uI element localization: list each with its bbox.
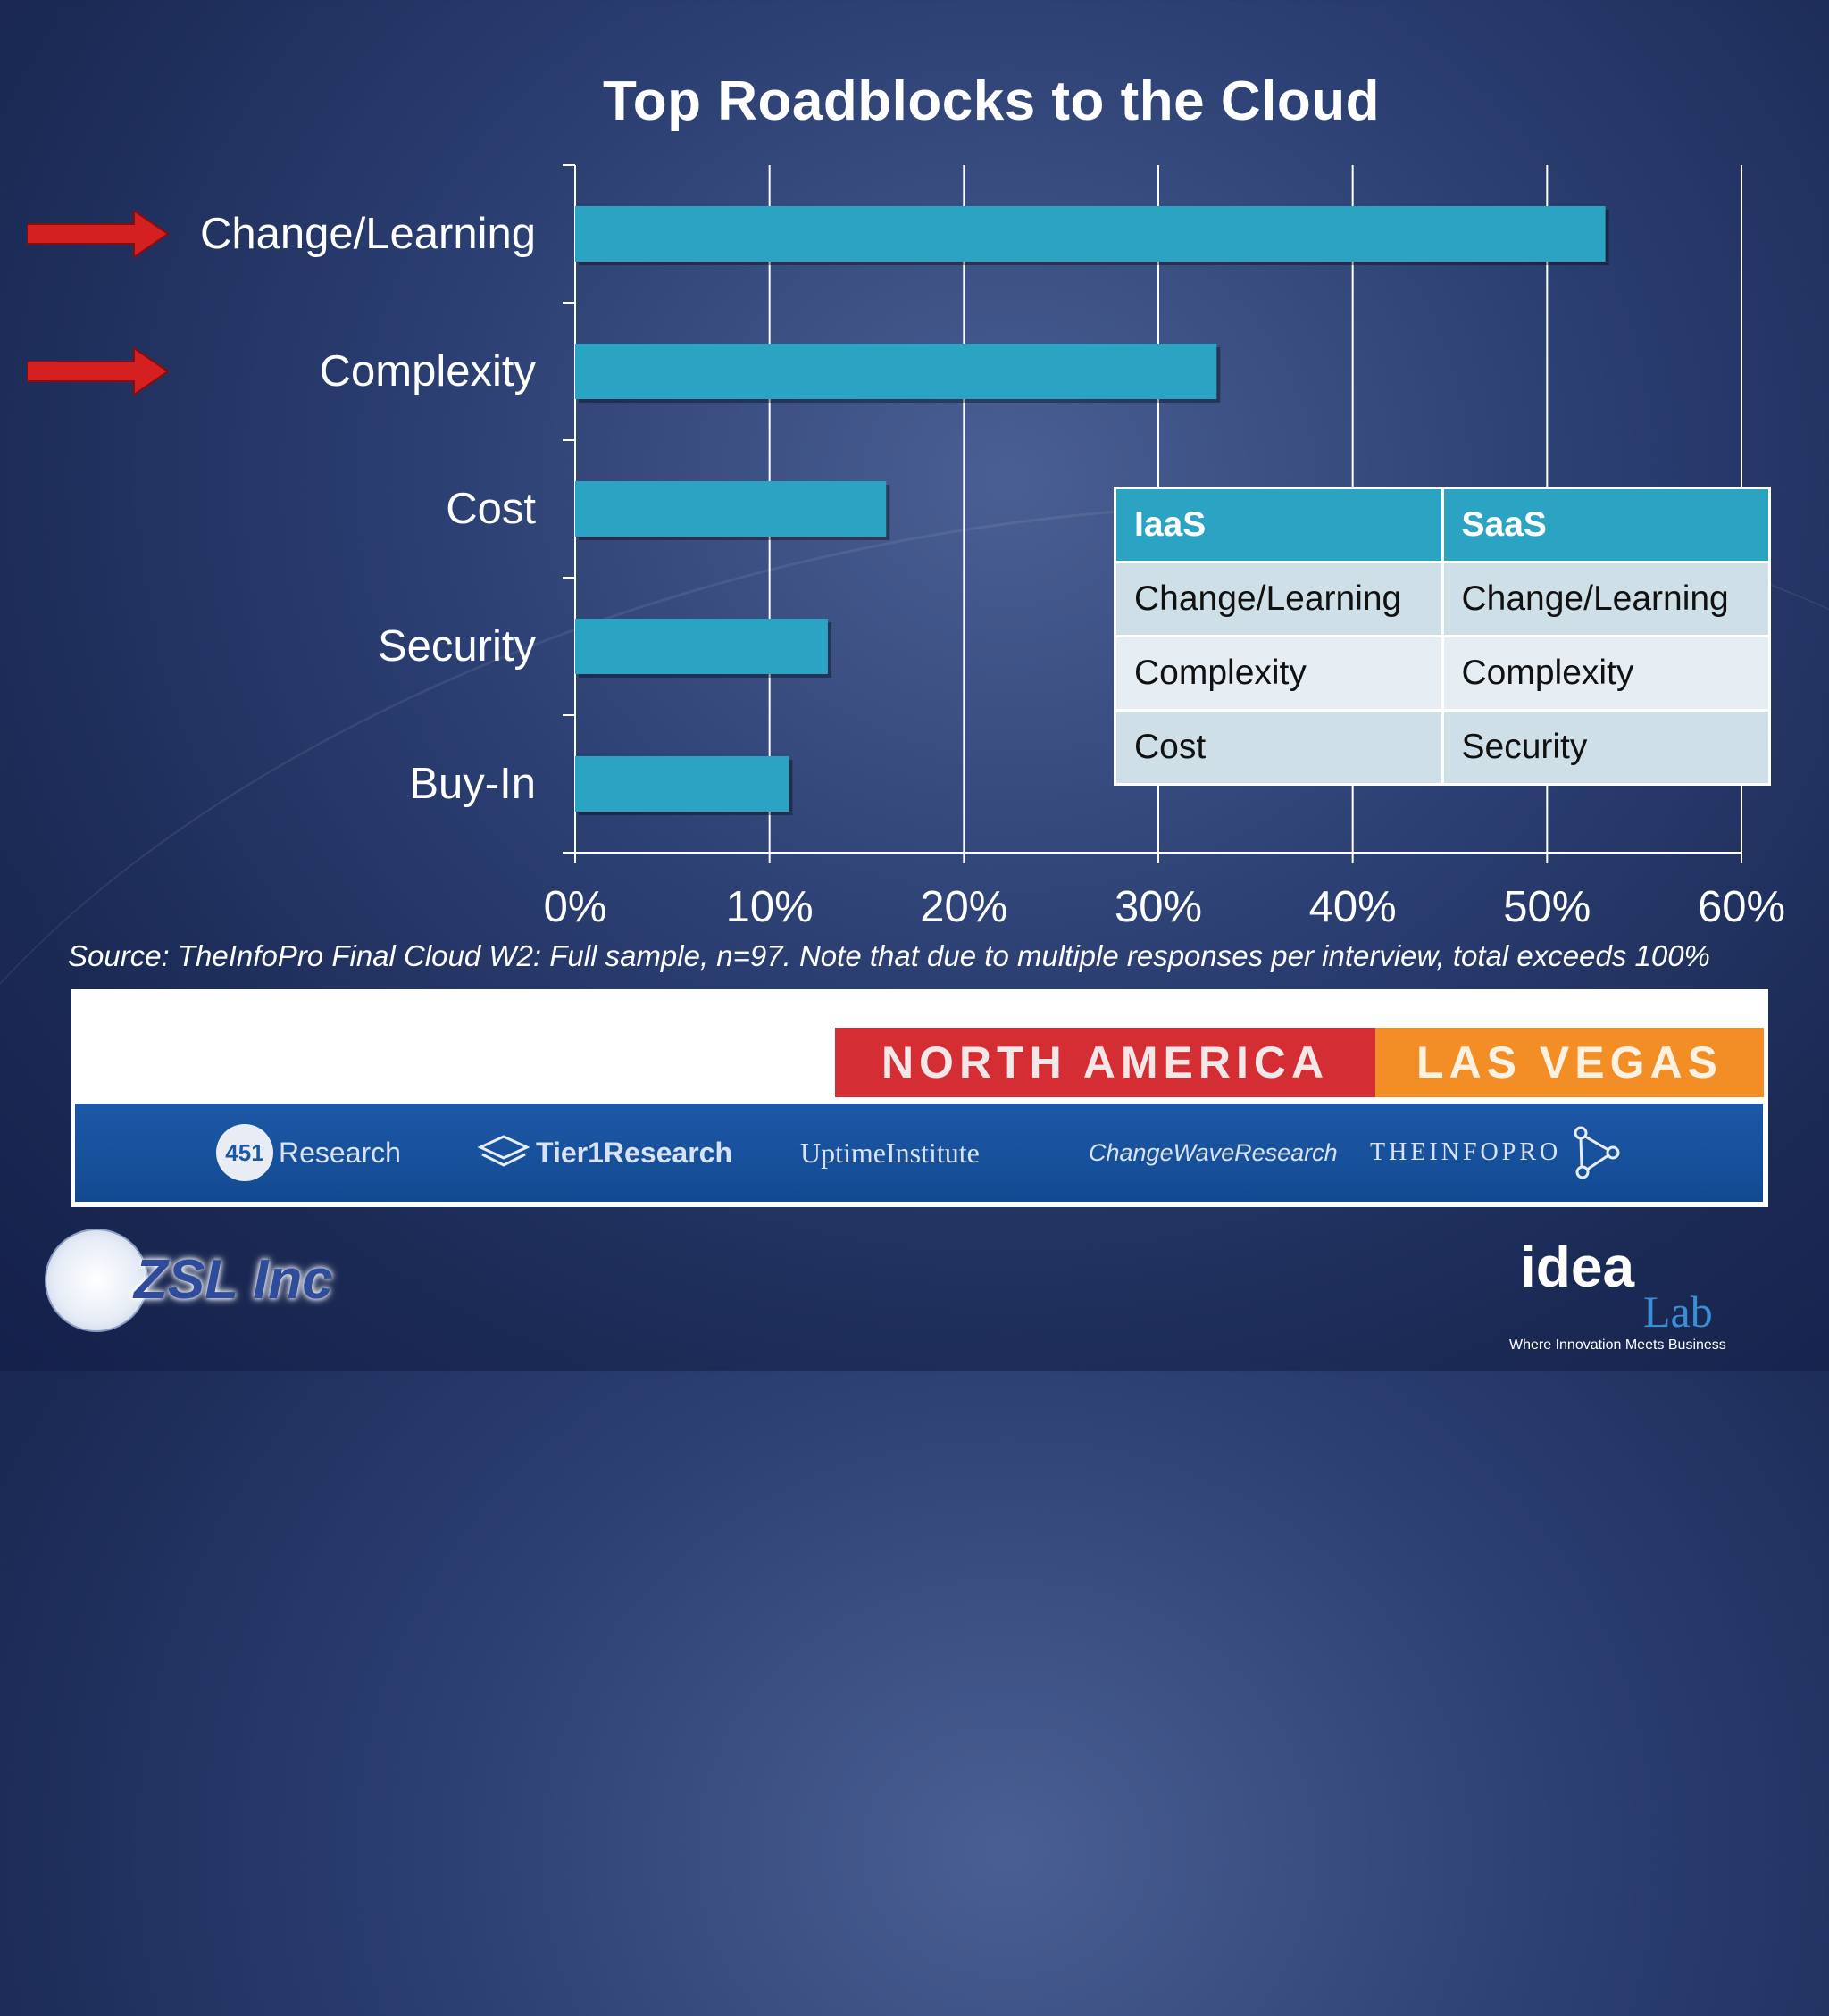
red-arrow-icon	[27, 209, 170, 259]
zsl-seal-icon	[45, 1229, 148, 1332]
bar	[575, 344, 1217, 399]
partner-tier1research: Tier1Research	[477, 1104, 732, 1202]
partner-451-research: 451 Research	[216, 1104, 401, 1202]
table-row: Complexity Complexity	[1114, 635, 1771, 712]
table-header-iaas: IaaS	[1114, 487, 1444, 563]
x-tick-label: 0%	[543, 883, 607, 931]
lab-wordmark: Lab	[1643, 1287, 1713, 1337]
table-cell: Complexity	[1114, 635, 1444, 712]
idea-lab-logo: idea Lab Where Innovation Meets Business	[1509, 1205, 1777, 1357]
category-label: Security	[377, 622, 536, 671]
table-cell: Security	[1441, 709, 1771, 786]
x-tick-label: 20%	[920, 883, 1008, 931]
bar	[575, 206, 1606, 262]
category-label: Complexity	[319, 347, 536, 396]
region-las-vegas: LAS VEGAS	[1375, 1028, 1764, 1097]
bar-chart	[563, 164, 1742, 863]
source-note: Source: TheInfoPro Final Cloud W2: Full …	[68, 939, 1710, 972]
partner-label: Research	[279, 1136, 401, 1169]
category-label: Buy-In	[409, 760, 536, 808]
table-cell: Cost	[1114, 709, 1444, 786]
roadblock-table: IaaS SaaS Change/Learning Change/Learnin…	[1114, 487, 1771, 786]
table-row: Cost Security	[1114, 709, 1771, 786]
partner-uptime-institute: UptimeInstitute	[800, 1104, 980, 1202]
region-north-america: NORTH AMERICA	[835, 1028, 1375, 1097]
logo-451-icon: 451	[216, 1124, 273, 1181]
partner-label: THEINFOPRO	[1370, 1138, 1562, 1166]
x-tick-label: 50%	[1503, 883, 1591, 931]
partner-theinfopro: THEINFOPRO	[1370, 1104, 1624, 1202]
idea-wordmark: idea	[1520, 1235, 1635, 1299]
table-cell: Complexity	[1441, 635, 1771, 712]
table-cell: Change/Learning	[1114, 561, 1444, 637]
bar	[575, 619, 828, 674]
category-label: Change/Learning	[200, 210, 536, 258]
zsl-logo: ZSL Inc	[45, 1229, 339, 1341]
idea-lab-tagline: Where Innovation Meets Business	[1509, 1337, 1726, 1353]
partner-label: ChangeWaveResearch	[1089, 1138, 1338, 1166]
bar	[575, 756, 789, 812]
x-tick-label: 10%	[725, 883, 814, 931]
partner-label: Tier1Research	[536, 1136, 732, 1169]
table-header-saas: SaaS	[1441, 487, 1771, 563]
partner-changewave: ChangeWaveResearch	[1089, 1104, 1338, 1202]
x-tick-label: 60%	[1697, 883, 1786, 931]
tier1-layers-icon	[477, 1135, 530, 1167]
event-banner: NORTH AMERICA LAS VEGAS 451 Research Tie…	[71, 989, 1768, 1207]
table-cell: Change/Learning	[1441, 561, 1771, 637]
zsl-wordmark: ZSL Inc	[134, 1249, 333, 1311]
bar	[575, 481, 887, 537]
partner-label: UptimeInstitute	[800, 1136, 980, 1169]
x-tick-label: 30%	[1114, 883, 1203, 931]
category-label: Cost	[446, 485, 536, 533]
partner-strip: 451 Research Tier1Research UptimeInstitu…	[75, 1104, 1763, 1202]
table-row: Change/Learning Change/Learning	[1114, 561, 1771, 637]
chart-title: Top Roadblocks to the Cloud	[603, 71, 1380, 132]
theinfopro-network-icon	[1574, 1126, 1620, 1179]
red-arrow-icon	[27, 346, 170, 396]
x-tick-label: 40%	[1308, 883, 1397, 931]
